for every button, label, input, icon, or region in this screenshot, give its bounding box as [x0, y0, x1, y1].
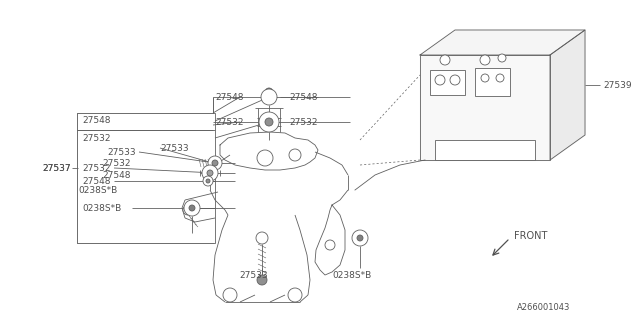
Text: 27548: 27548 — [289, 92, 318, 101]
Circle shape — [357, 235, 363, 241]
Text: 27532: 27532 — [289, 117, 318, 126]
Circle shape — [183, 205, 193, 215]
Text: 0238S*B: 0238S*B — [332, 270, 372, 279]
Text: 27537: 27537 — [42, 164, 70, 172]
Polygon shape — [420, 30, 585, 55]
Bar — [77, 113, 215, 243]
Circle shape — [189, 205, 195, 211]
Text: 27533: 27533 — [107, 148, 136, 156]
Circle shape — [256, 232, 268, 244]
Circle shape — [202, 165, 218, 181]
Circle shape — [325, 240, 335, 250]
Circle shape — [480, 55, 490, 65]
Circle shape — [259, 112, 279, 132]
Text: 0238S*B: 0238S*B — [78, 186, 117, 195]
Circle shape — [206, 179, 210, 183]
Text: 27532: 27532 — [215, 117, 243, 126]
Text: 27548: 27548 — [82, 116, 111, 124]
Text: 27548: 27548 — [102, 171, 131, 180]
Bar — [435, 140, 535, 160]
Circle shape — [435, 75, 445, 85]
Circle shape — [184, 200, 200, 216]
Circle shape — [223, 288, 237, 302]
Bar — [475, 68, 510, 96]
Bar — [77, 113, 213, 243]
Circle shape — [440, 55, 450, 65]
Text: 27539: 27539 — [603, 81, 632, 90]
Text: 27533: 27533 — [240, 270, 268, 279]
Circle shape — [498, 54, 506, 62]
Text: A266001043: A266001043 — [516, 303, 570, 313]
Text: 27548: 27548 — [215, 92, 243, 101]
Bar — [420, 55, 550, 160]
Text: 27532: 27532 — [82, 133, 111, 142]
Circle shape — [207, 170, 213, 176]
Circle shape — [257, 275, 267, 285]
Text: 27537: 27537 — [42, 164, 70, 172]
Circle shape — [265, 118, 273, 126]
Circle shape — [352, 230, 368, 246]
Text: FRONT: FRONT — [514, 231, 547, 241]
Circle shape — [212, 160, 218, 166]
Bar — [355, 233, 365, 243]
Circle shape — [450, 75, 460, 85]
Bar — [189, 159, 199, 167]
Circle shape — [496, 74, 504, 82]
Text: 0238S*B: 0238S*B — [82, 204, 121, 212]
Polygon shape — [550, 30, 585, 160]
Polygon shape — [420, 55, 550, 160]
Circle shape — [261, 89, 277, 105]
Text: 27532: 27532 — [102, 158, 131, 167]
Circle shape — [288, 288, 302, 302]
Circle shape — [481, 74, 489, 82]
Text: 27548: 27548 — [82, 177, 111, 186]
Text: 27532: 27532 — [82, 164, 111, 172]
Circle shape — [257, 150, 273, 166]
Bar — [430, 70, 465, 95]
Circle shape — [289, 149, 301, 161]
Bar — [420, 55, 550, 160]
Circle shape — [208, 156, 222, 170]
Circle shape — [265, 88, 273, 96]
Circle shape — [203, 176, 213, 186]
Text: 27533: 27533 — [160, 143, 189, 153]
Bar — [187, 203, 197, 213]
